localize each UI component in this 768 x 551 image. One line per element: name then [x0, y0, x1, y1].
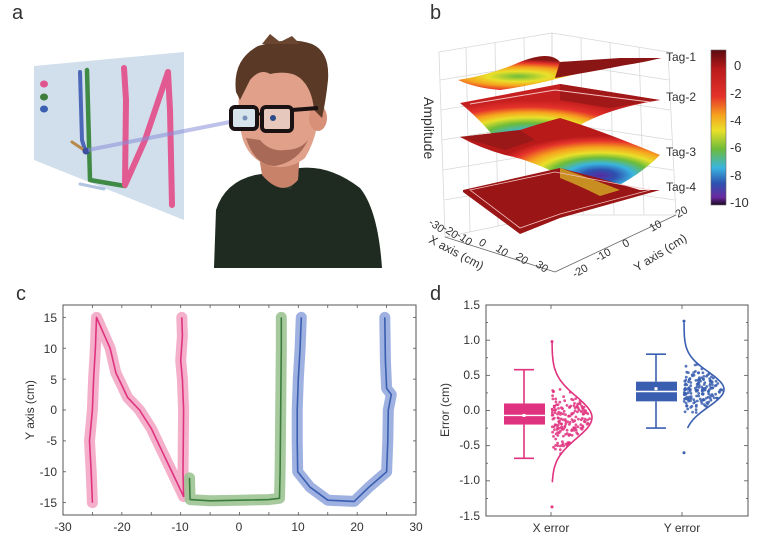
plot-d-xticks: X error Y error — [533, 521, 701, 535]
trajectory-halo-U — [291, 311, 397, 507]
gaze-line — [87, 118, 241, 152]
svg-text:Y error: Y error — [664, 521, 700, 535]
panel-label-c: c — [16, 283, 26, 305]
trajectory-U — [296, 317, 393, 503]
tag-2-label: Tag-2 — [666, 90, 696, 104]
tag-4-label: Tag-4 — [666, 180, 696, 194]
svg-text:-0.5: -0.5 — [459, 438, 480, 452]
panel-label-b: b — [430, 2, 442, 24]
svg-text:15: 15 — [44, 311, 58, 325]
surface-tag-3 — [460, 118, 660, 190]
svg-text:-20: -20 — [113, 520, 131, 534]
amplitude-axis-label: Amplitude — [421, 97, 437, 159]
svg-text:0.5: 0.5 — [463, 368, 480, 382]
svg-text:20: 20 — [350, 520, 364, 534]
svg-text:0: 0 — [734, 58, 741, 73]
svg-text:30: 30 — [533, 259, 550, 276]
svg-text:1.0: 1.0 — [463, 333, 480, 347]
svg-text:-8: -8 — [730, 168, 742, 183]
panel-b-surface-chart: Tag-1 Tag-2 Tag-3 Tag-4 Amplitude -30 -2… — [421, 32, 749, 280]
panel-label-a: a — [12, 2, 24, 24]
panel-a-illustration — [34, 34, 382, 268]
svg-text:-30: -30 — [54, 520, 72, 534]
svg-text:20: 20 — [513, 251, 530, 268]
tag-1-label: Tag-1 — [666, 50, 696, 64]
svg-text:10: 10 — [291, 520, 305, 534]
pink-dot-icon — [40, 80, 48, 88]
svg-text:X error: X error — [533, 521, 570, 535]
svg-text:-1.5: -1.5 — [459, 509, 480, 523]
blue-dot-icon — [40, 105, 48, 113]
trajectory-N — [88, 316, 185, 503]
plot-d-frame — [485, 304, 749, 517]
svg-text:0.0: 0.0 — [463, 403, 480, 417]
boxplot-layer — [486, 304, 748, 517]
plot-c-yticks: 15 10 5 0 -5 -10 -15 — [40, 311, 58, 510]
svg-text:0: 0 — [50, 403, 57, 417]
colorbar-ticks: 0 -2 -4 -6 -8 -10 — [730, 58, 749, 210]
trajectory-layer — [84, 311, 397, 509]
plot-d-yticks: 1.5 1.0 0.5 0.0 -0.5 -1.0 -1.5 — [459, 298, 480, 523]
svg-text:10: 10 — [493, 243, 510, 260]
svg-text:-10: -10 — [730, 195, 749, 210]
avatar — [214, 34, 382, 268]
svg-text:-10: -10 — [40, 465, 58, 479]
svg-text:-6: -6 — [730, 140, 742, 155]
trajectory-halo-J — [184, 311, 287, 507]
plot-c-ylabel: Y axis (cm) — [23, 380, 37, 440]
trajectory-J — [188, 317, 283, 502]
distribution-curve-1 — [683, 322, 725, 429]
svg-text:0: 0 — [236, 520, 243, 534]
svg-text:1.5: 1.5 — [463, 298, 480, 312]
colorbar — [710, 49, 727, 206]
svg-text:-10: -10 — [171, 520, 189, 534]
virtual-screen — [34, 52, 184, 220]
trajectory-halo-N — [84, 311, 190, 509]
surface-tag-4 — [463, 168, 660, 234]
svg-text:0: 0 — [621, 237, 632, 250]
plot-d-ylabel: Error (cm) — [438, 383, 452, 437]
tag-3-label: Tag-3 — [666, 145, 696, 159]
svg-text:0: 0 — [476, 237, 488, 250]
svg-text:30: 30 — [409, 520, 423, 534]
green-dot-icon — [40, 93, 48, 101]
svg-text:5: 5 — [50, 373, 57, 387]
svg-text:-4: -4 — [730, 113, 742, 128]
svg-text:20: 20 — [674, 204, 691, 221]
svg-text:10: 10 — [44, 342, 58, 356]
panel-label-d: d — [430, 283, 442, 305]
svg-text:-2: -2 — [730, 86, 742, 101]
svg-text:-5: -5 — [46, 434, 57, 448]
distribution-curve-0 — [551, 343, 593, 483]
svg-text:-15: -15 — [40, 496, 58, 510]
plot-c-frame — [62, 304, 417, 516]
svg-text:-1.0: -1.0 — [459, 473, 480, 487]
svg-text:10: 10 — [648, 218, 665, 235]
surface-tag-1 — [458, 56, 662, 90]
plot-c-xticks: -30 -20 -10 0 10 20 30 — [54, 520, 423, 534]
